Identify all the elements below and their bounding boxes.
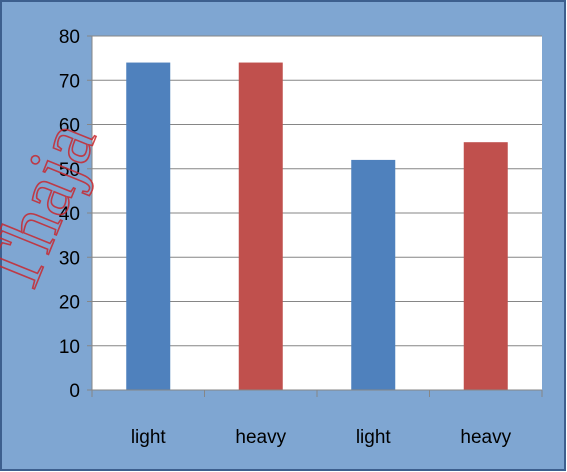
y-tick-label-30: 30 [59, 248, 80, 269]
bar-3 [351, 159, 396, 390]
y-tick-label-40: 40 [59, 204, 80, 225]
x-category-label-2: heavy [235, 427, 286, 448]
y-tick-label-10: 10 [59, 337, 80, 358]
bar-4 [463, 142, 508, 390]
y-tick-label-50: 50 [59, 160, 80, 181]
y-tick-label-80: 80 [59, 27, 80, 48]
y-tick-label-0: 0 [69, 381, 80, 402]
bar-2 [238, 62, 283, 391]
bars [126, 62, 508, 391]
y-tick-labels: 0 10 20 30 40 50 60 70 80 [59, 27, 80, 402]
y-tick-label-70: 70 [59, 71, 80, 92]
y-tick-label-20: 20 [59, 293, 80, 314]
axes [91, 36, 543, 397]
y-tick-label-60: 60 [59, 116, 80, 137]
x-category-label-1: light [131, 427, 167, 448]
x-category-label-4: heavy [460, 427, 511, 448]
x-category-labels: light heavy light heavy [131, 427, 512, 448]
x-category-label-3: light [356, 427, 392, 448]
bar-1 [126, 62, 171, 391]
